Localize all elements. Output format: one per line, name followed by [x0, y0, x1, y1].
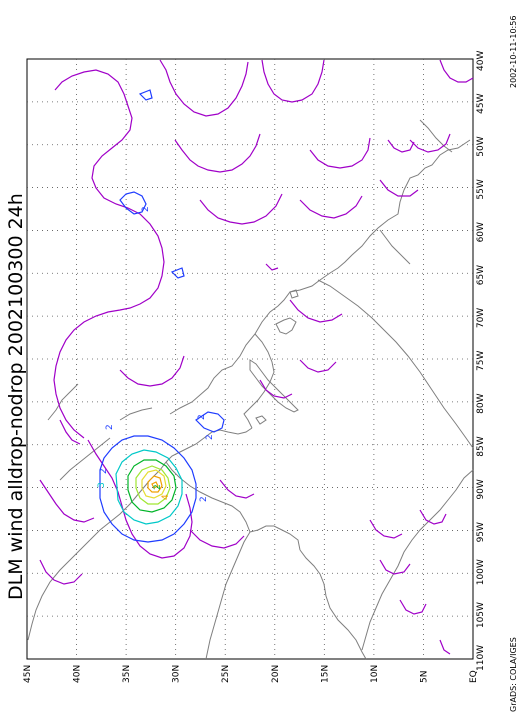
footer-software-credit: GrADS: COLA/IGES — [509, 637, 518, 712]
contour-labels: 2 2 3 2 2 2 2 2 4 — [97, 206, 215, 502]
lon-label: 60W — [476, 222, 486, 242]
lon-label: 40W — [476, 51, 486, 71]
lat-label: 30N — [172, 665, 182, 683]
contour-label: 2 — [205, 434, 215, 440]
contour-label: 4 — [161, 494, 171, 500]
contours-cyan — [115, 449, 183, 525]
lat-lon-grid — [27, 59, 473, 659]
lat-label: 15N — [320, 665, 330, 683]
contours-lime — [135, 465, 171, 505]
lon-label: 50W — [476, 136, 486, 156]
map-title: DLM wind alldrop-nodrop 2002100300 24h — [5, 193, 27, 600]
lon-label: 95W — [476, 522, 486, 542]
longitude-labels: 40W 45W 50W 55W 60W 65W 70W 75W 80W 85W 90W 95W 100W… — [476, 51, 486, 671]
lon-label: 55W — [476, 179, 486, 199]
contours-blue — [99, 89, 225, 543]
lon-label: 45W — [476, 93, 486, 113]
coastlines — [27, 119, 474, 660]
contours-orange — [147, 475, 163, 493]
contours-purple — [39, 59, 474, 655]
lat-label: 25N — [221, 665, 231, 683]
lon-label: 90W — [476, 479, 486, 499]
lon-label: 65W — [476, 265, 486, 285]
latitude-labels: EQ 5N 10N 15N 20N 25N 30N 35N 40N 45N — [23, 665, 479, 683]
contour-label: 2 — [99, 468, 109, 474]
lon-label: 80W — [476, 393, 486, 413]
footer-timestamp: 2002-10-11-10:56 — [509, 16, 518, 88]
lon-label: 100W — [476, 559, 486, 585]
lon-label: 105W — [476, 602, 486, 628]
contours-green — [127, 459, 177, 513]
lon-label: 110W — [476, 645, 486, 671]
lon-label: 70W — [476, 308, 486, 328]
contours-yellow — [141, 469, 167, 499]
contour-label: 2 — [199, 496, 209, 502]
lat-label: 45N — [23, 665, 33, 683]
lat-label: 5N — [419, 671, 429, 683]
lon-label: 75W — [476, 351, 486, 371]
lat-label: 10N — [370, 665, 380, 683]
lat-label: 40N — [73, 665, 83, 683]
lat-label: 20N — [271, 665, 281, 683]
contour-label: 2 — [105, 424, 115, 430]
contour-label: 2 — [141, 206, 151, 212]
lat-label: EQ — [469, 670, 479, 683]
contour-label: 2 — [197, 414, 207, 420]
contour-label: 3 — [97, 482, 107, 488]
contour-label: 2 — [153, 484, 163, 490]
lon-label: 85W — [476, 436, 486, 456]
lat-label: 35N — [122, 665, 132, 683]
